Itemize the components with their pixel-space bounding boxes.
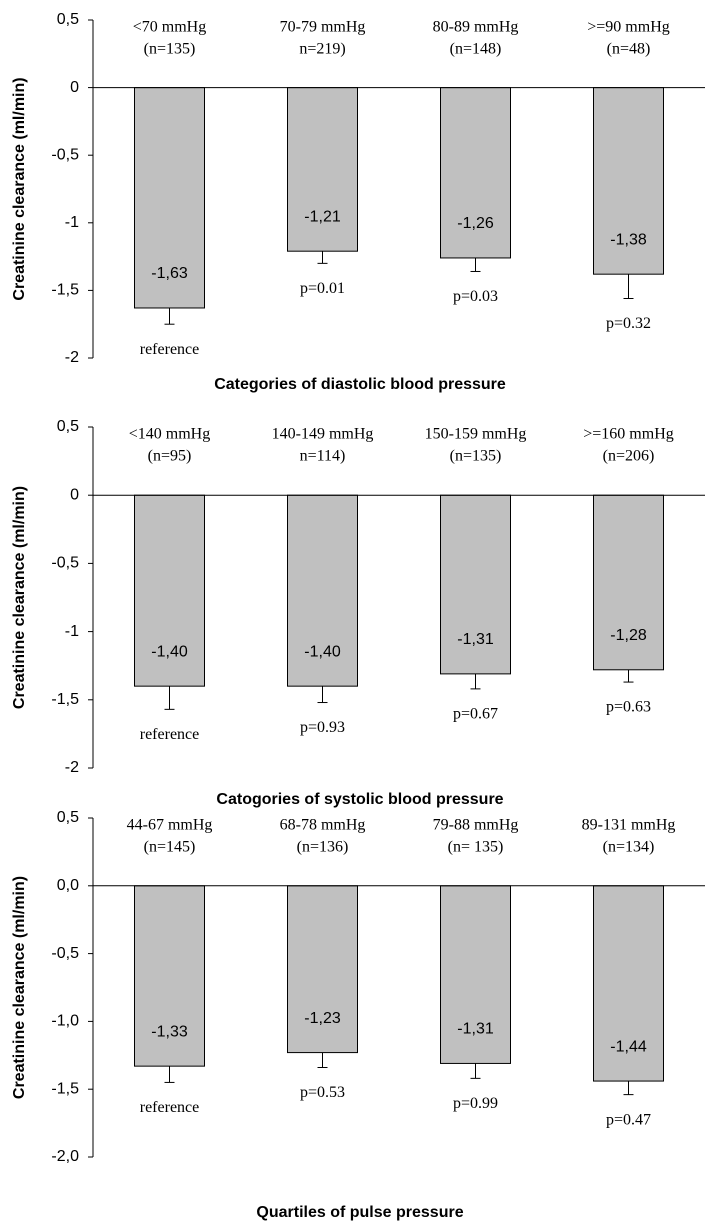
y-tick-label: 0: [70, 486, 79, 503]
bar: [593, 87, 664, 275]
annotation: p=0.01: [300, 280, 345, 297]
y-tick-label: -1,0: [51, 1013, 79, 1030]
y-tick-label: -2: [65, 349, 79, 366]
bar: [134, 885, 205, 1067]
y-axis-label: Creatinine clearance (ml/min): [11, 486, 28, 709]
y-tick-label: 0,5: [57, 11, 79, 28]
category-label: n=219): [299, 41, 345, 58]
annotation: reference: [140, 726, 200, 743]
category-label: 150-159 mmHg: [425, 426, 527, 443]
y-tick-label: -1,5: [51, 1080, 79, 1097]
chart-title: Catogories of systolic blood pressure: [216, 791, 503, 808]
value-label: -1,31: [457, 1021, 494, 1038]
bar: [440, 494, 511, 675]
y-tick-label: 0,5: [57, 418, 79, 435]
y-tick-label: -1: [65, 214, 79, 231]
category-label: <70 mmHg: [133, 19, 206, 36]
chart-title: Quartiles of pulse pressure: [256, 1204, 463, 1221]
category-label: (n=136): [297, 839, 349, 856]
y-tick-label: -1: [65, 623, 79, 640]
category-label: 70-79 mmHg: [280, 19, 366, 36]
category-label: 89-131 mmHg: [582, 817, 676, 834]
annotation: p=0.99: [453, 1095, 498, 1112]
annotation: reference: [140, 341, 200, 358]
category-label: (n=134): [603, 839, 655, 856]
bar: [134, 494, 205, 687]
value-label: -1,33: [151, 1023, 188, 1040]
bar: [440, 87, 511, 259]
value-label: -1,21: [304, 208, 341, 225]
category-label: (n=48): [607, 41, 651, 58]
annotation: reference: [140, 1099, 200, 1116]
y-tick-label: -0,5: [51, 945, 79, 962]
y-tick-label: -1,5: [51, 691, 79, 708]
y-axis-label: Creatinine clearance (ml/min): [11, 77, 28, 300]
value-label: -1,26: [457, 215, 494, 232]
annotation: p=0.53: [300, 1084, 345, 1101]
bar: [287, 87, 358, 252]
category-label: (n=145): [144, 839, 196, 856]
annotation: p=0.67: [453, 706, 498, 723]
annotation: p=0.93: [300, 719, 345, 736]
category-label: 68-78 mmHg: [280, 817, 366, 834]
annotation: p=0.32: [606, 315, 651, 332]
annotation: p=0.03: [453, 288, 498, 305]
category-label: n=114): [300, 448, 346, 465]
y-tick-label: -0,5: [51, 555, 79, 572]
category-label: 44-67 mmHg: [127, 817, 213, 834]
category-label: (n=135): [450, 448, 502, 465]
bar: [593, 494, 664, 671]
category-label: (n= 135): [448, 839, 504, 856]
category-label: >=90 mmHg: [587, 19, 670, 36]
y-tick-label: -0,5: [51, 146, 79, 163]
category-label: (n=135): [144, 41, 196, 58]
category-label: <140 mmHg: [129, 426, 210, 443]
y-tick-label: -2: [65, 759, 79, 776]
y-tick-label: -1,5: [51, 282, 79, 299]
category-label: 140-149 mmHg: [272, 426, 374, 443]
value-label: -1,23: [304, 1010, 341, 1027]
category-label: 79-88 mmHg: [433, 817, 519, 834]
y-tick-label: 0,5: [57, 809, 79, 826]
category-label: (n=95): [148, 448, 192, 465]
value-label: -1,31: [457, 631, 494, 648]
bar: [440, 885, 511, 1064]
bar: [287, 494, 358, 687]
category-label: (n=148): [450, 41, 502, 58]
value-label: -1,44: [610, 1038, 647, 1055]
y-tick-label: 0: [70, 79, 79, 96]
bar: [287, 885, 358, 1054]
category-label: 80-89 mmHg: [433, 19, 519, 36]
category-label: >=160 mmHg: [583, 426, 674, 443]
y-tick-label: -2,0: [51, 1148, 79, 1165]
value-label: -1,28: [610, 627, 647, 644]
y-axis-label: Creatinine clearance (ml/min): [11, 876, 28, 1099]
annotation: p=0.47: [606, 1111, 651, 1128]
value-label: -1,63: [151, 265, 188, 282]
value-label: -1,40: [151, 643, 188, 660]
value-label: -1,38: [610, 231, 647, 248]
value-label: -1,40: [304, 643, 341, 660]
annotation: p=0.63: [606, 699, 651, 716]
y-tick-label: 0,0: [57, 877, 79, 894]
chart-title: Categories of diastolic blood pressure: [214, 376, 506, 393]
category-label: (n=206): [603, 448, 655, 465]
